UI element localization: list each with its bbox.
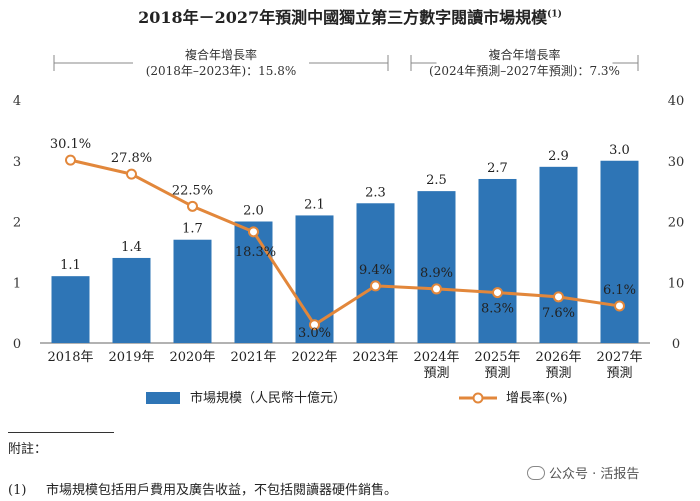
cagr-detail: (2018年–2023年)：15.8% (146, 64, 297, 78)
x-tick-label: 預測 (484, 366, 510, 381)
bar (478, 178, 517, 343)
growth-value-label: 30.1% (50, 137, 91, 152)
y-left-tick-label: 1 (13, 276, 21, 291)
legend-bar-label: 市場規模（人民幣十億元） (190, 390, 346, 406)
bar-value-label: 2.9 (548, 149, 569, 164)
growth-point (370, 280, 381, 292)
y-right-tick-label: 30 (668, 155, 685, 170)
wechat-icon (527, 466, 545, 480)
bar-value-label: 1.4 (121, 240, 142, 255)
y-left-tick-label: 0 (13, 337, 21, 352)
x-tick-label: 2022年 (291, 350, 337, 365)
x-tick-label: 2027年 (596, 350, 642, 365)
bar-value-label: 2.5 (426, 173, 447, 188)
growth-point (492, 287, 503, 299)
x-tick-label: 2019年 (108, 350, 154, 365)
y-right-tick-label: 10 (668, 276, 685, 291)
legend-bar-swatch (146, 392, 180, 404)
x-tick-label: 預測 (423, 366, 449, 381)
footnote-text: 市場規模包括用戶費用及廣告收益，不包括閱讀器硬件銷售。 (46, 483, 398, 498)
x-tick-label: 2020年 (169, 350, 215, 365)
x-tick-label: 2026年 (535, 350, 581, 365)
growth-value-label: 6.1% (603, 283, 636, 298)
x-tick-label: 預測 (606, 366, 632, 381)
chart-title: 2018年－2027年預測中國獨立第三方數字閱讀市場規模(1) (138, 8, 562, 27)
cagr-label: 複合年增長率 (488, 47, 560, 62)
growth-point (431, 283, 442, 295)
bar-value-label: 1.7 (182, 222, 203, 237)
cagr-detail: (2024年預測–2027年預測)：7.3% (429, 64, 620, 78)
bar (417, 191, 456, 343)
legend-line-label: 增長率(%) (506, 390, 568, 406)
chart: 複合年增長率 (2018年–2023年)：15.8% 複合年增長率 (2024年預測–… (12, 44, 685, 406)
y-right-tick-label: 0 (672, 337, 680, 352)
y-left-tick-label: 4 (13, 94, 21, 109)
growth-value-label: 7.6% (542, 306, 575, 321)
footnote-label: 附註： (8, 442, 48, 457)
bar (112, 257, 151, 343)
watermark: 公众号 · 活报告 (527, 463, 639, 482)
bar (356, 203, 395, 343)
bar (539, 166, 578, 343)
growth-point (614, 300, 625, 312)
footnote-item: (1) 市場規模包括用戶費用及廣告收益，不包括閱讀器硬件銷售。 (8, 479, 397, 498)
cagr-label-bg (436, 44, 613, 80)
bar (234, 221, 273, 343)
bar-value-label: 1.1 (60, 258, 81, 273)
bar-value-label: 2.3 (365, 185, 386, 200)
bar-value-label: 2.1 (304, 197, 325, 212)
x-tick-label: 2018年 (47, 350, 93, 365)
cagr-label: 複合年增長率 (185, 47, 257, 62)
growth-point (309, 319, 320, 331)
cagr-label-bg (133, 44, 309, 80)
growth-point (248, 226, 259, 238)
growth-point (65, 154, 76, 166)
x-tick-label: 2024年 (413, 350, 459, 365)
growth-value-label: 18.3% (235, 245, 276, 260)
growth-value-label: 9.4% (359, 263, 392, 278)
bar (173, 239, 212, 343)
growth-point (126, 168, 137, 180)
growth-value-label: 27.8% (111, 151, 152, 166)
bar-value-label: 3.0 (609, 143, 630, 158)
growth-line (70, 158, 620, 327)
growth-point (553, 291, 564, 303)
bar (51, 276, 90, 343)
growth-value-label: 22.5% (172, 183, 213, 198)
x-tick-label: 2023年 (352, 350, 398, 365)
y-left-tick-label: 3 (13, 155, 21, 170)
x-tick-label: 2025年 (474, 350, 520, 365)
bar-value-label: 2.0 (243, 204, 264, 219)
y-right-tick-label: 40 (668, 94, 685, 109)
growth-value-label: 8.9% (420, 266, 453, 281)
footnote-number: (1) (8, 483, 27, 498)
y-left-tick-label: 2 (13, 216, 21, 231)
footnote-divider (8, 432, 114, 433)
growth-value-label: 3.0% (298, 326, 331, 341)
growth-point (187, 200, 198, 212)
bar (600, 160, 639, 343)
x-tick-label: 2021年 (230, 350, 276, 365)
y-right-tick-label: 20 (668, 216, 685, 231)
legend-line-marker (472, 392, 484, 404)
growth-value-label: 8.3% (481, 302, 514, 317)
title-footnote-marker: (1) (547, 9, 562, 20)
bar-value-label: 2.7 (487, 161, 508, 176)
x-tick-label: 預測 (545, 366, 571, 381)
